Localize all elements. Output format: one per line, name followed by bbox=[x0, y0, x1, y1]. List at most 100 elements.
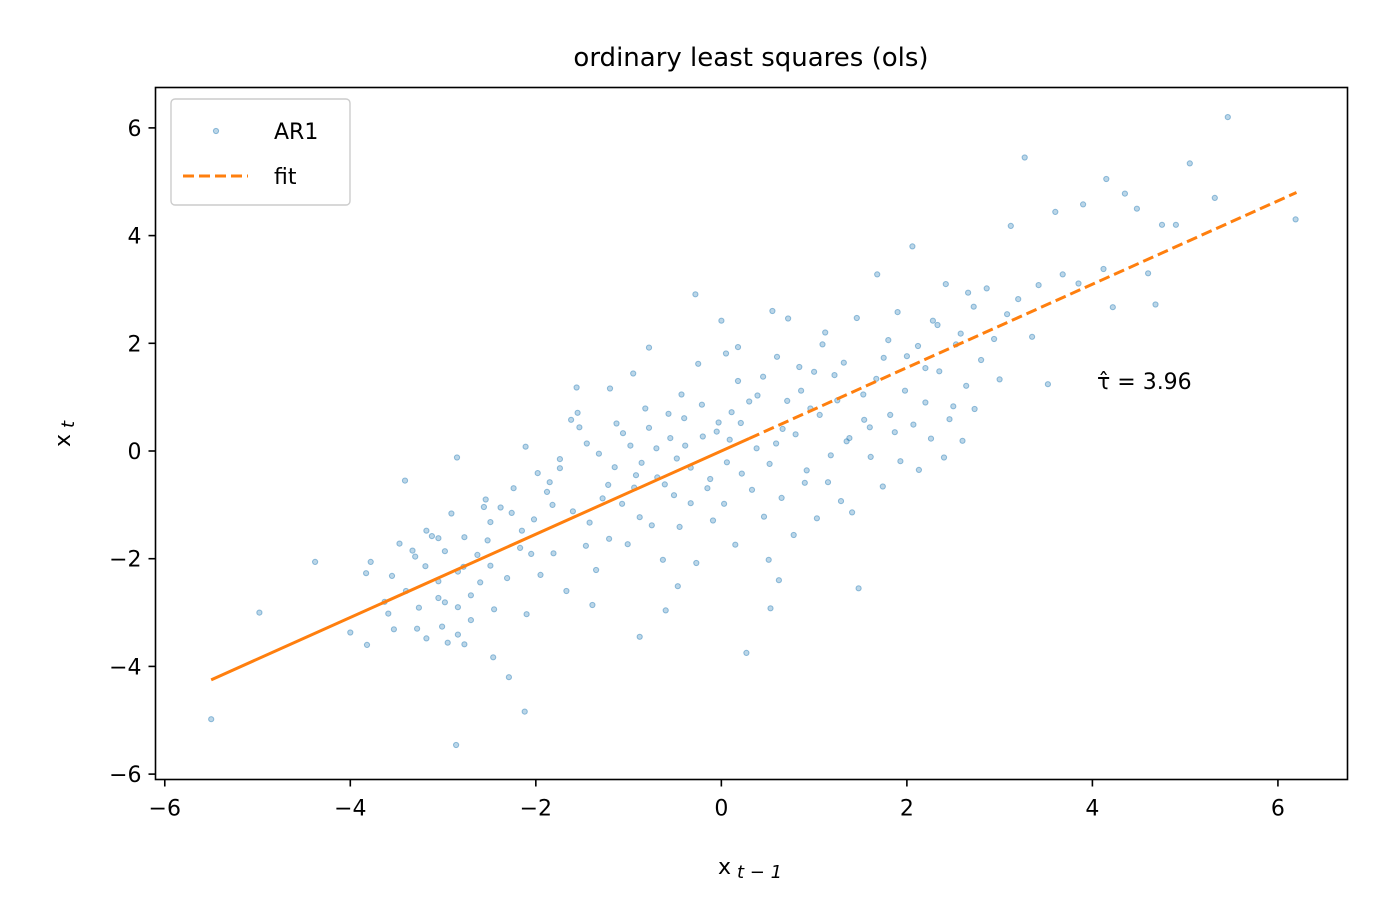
data-point bbox=[737, 419, 744, 427]
data-point bbox=[922, 365, 929, 372]
data-point bbox=[831, 372, 838, 379]
data-point bbox=[914, 342, 922, 350]
data-point bbox=[534, 470, 541, 477]
data-point bbox=[879, 483, 886, 490]
y-tick-label: 2 bbox=[128, 332, 142, 357]
y-tick-label: −2 bbox=[109, 548, 141, 573]
data-point bbox=[827, 452, 834, 459]
data-point bbox=[1211, 194, 1218, 201]
data-point bbox=[583, 440, 590, 447]
data-point bbox=[530, 516, 538, 523]
data-point bbox=[505, 674, 512, 681]
data-point bbox=[891, 429, 898, 436]
data-point bbox=[448, 510, 455, 517]
data-point bbox=[1172, 221, 1180, 228]
data-point bbox=[568, 416, 575, 423]
data-point bbox=[767, 605, 774, 612]
data-point bbox=[1152, 301, 1159, 308]
data-point bbox=[543, 488, 551, 495]
data-point bbox=[1075, 280, 1082, 287]
fit-line-dashed bbox=[748, 191, 1298, 440]
data-point bbox=[665, 410, 672, 417]
data-point bbox=[1035, 282, 1042, 289]
data-point bbox=[1080, 201, 1087, 208]
data-point bbox=[748, 486, 756, 493]
data-point bbox=[1133, 205, 1141, 212]
data-point bbox=[681, 415, 688, 422]
data-point bbox=[606, 535, 613, 542]
data-point bbox=[936, 368, 943, 375]
data-point bbox=[765, 556, 772, 563]
plot-frame bbox=[154, 86, 1349, 781]
data-point bbox=[546, 479, 553, 486]
data-point bbox=[773, 440, 780, 447]
data-point bbox=[363, 570, 370, 577]
data-point bbox=[636, 633, 643, 640]
data-point bbox=[760, 513, 768, 520]
chart-title: ordinary least squares (ols) bbox=[573, 43, 928, 73]
x-axis-label: x t − 1 bbox=[718, 855, 782, 883]
y-axis: −6 −4 −2 0 2 4 6 bbox=[109, 117, 156, 788]
data-point bbox=[593, 566, 600, 574]
data-point bbox=[412, 553, 419, 560]
data-point bbox=[595, 450, 603, 457]
data-point bbox=[676, 523, 683, 531]
data-point bbox=[636, 514, 643, 521]
data-point bbox=[965, 289, 972, 296]
data-point bbox=[409, 547, 416, 554]
y-tick-label: 4 bbox=[128, 225, 142, 250]
data-point bbox=[743, 649, 750, 657]
data-point bbox=[619, 430, 627, 437]
data-point bbox=[779, 425, 786, 432]
data-point bbox=[784, 397, 791, 404]
data-point bbox=[792, 431, 799, 438]
data-point bbox=[642, 405, 649, 412]
tau-annotation: τ̂ = 3.96 bbox=[1097, 370, 1192, 395]
data-point bbox=[707, 475, 714, 483]
data-point bbox=[208, 716, 215, 723]
data-point bbox=[467, 592, 474, 599]
data-point bbox=[903, 353, 911, 360]
data-point bbox=[444, 639, 451, 646]
data-point bbox=[508, 509, 515, 517]
data-point bbox=[422, 563, 429, 570]
data-point bbox=[803, 467, 810, 474]
data-point bbox=[682, 442, 689, 449]
data-point bbox=[638, 459, 645, 466]
data-point bbox=[482, 496, 489, 503]
data-point bbox=[971, 405, 978, 413]
data-point bbox=[461, 641, 468, 648]
data-point bbox=[860, 391, 867, 398]
y-tick-label: 6 bbox=[128, 117, 142, 142]
data-point bbox=[435, 594, 442, 602]
data-point bbox=[880, 354, 887, 361]
data-point bbox=[778, 494, 785, 501]
data-point bbox=[599, 495, 606, 502]
data-point bbox=[721, 500, 728, 507]
data-point bbox=[785, 315, 792, 322]
data-point bbox=[754, 392, 761, 399]
data-point bbox=[897, 458, 904, 465]
data-point bbox=[819, 341, 826, 348]
data-point bbox=[1121, 190, 1129, 197]
legend: AR1 fit bbox=[170, 98, 351, 206]
data-point bbox=[866, 424, 873, 431]
data-point bbox=[734, 377, 742, 385]
data-point bbox=[723, 459, 731, 466]
data-point bbox=[619, 500, 626, 507]
data-point bbox=[699, 433, 706, 440]
x-axis-label-main: x bbox=[718, 855, 731, 880]
legend-scatter-label: AR1 bbox=[274, 120, 318, 145]
data-point bbox=[390, 626, 397, 633]
data-point bbox=[687, 500, 694, 507]
data-point bbox=[1224, 114, 1231, 121]
data-point bbox=[775, 577, 783, 584]
data-point bbox=[385, 610, 392, 617]
data-point bbox=[563, 587, 570, 595]
legend-fit-label: fit bbox=[274, 165, 297, 190]
data-point bbox=[662, 607, 669, 614]
data-point bbox=[801, 479, 808, 486]
data-point bbox=[816, 411, 823, 418]
y-axis-label-subscript: t bbox=[58, 420, 79, 428]
data-point bbox=[474, 551, 481, 559]
